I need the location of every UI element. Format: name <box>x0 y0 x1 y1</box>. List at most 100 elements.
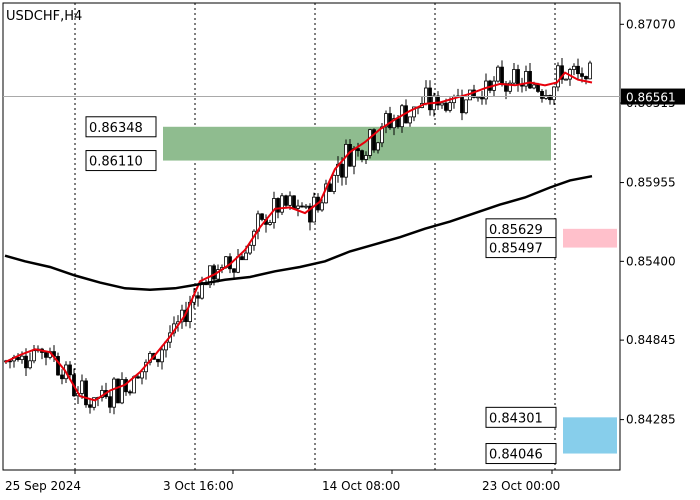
candle-body <box>444 102 448 111</box>
y-tick-label: 0.84845 <box>626 333 676 347</box>
candle-body <box>348 143 352 167</box>
candle-body <box>80 380 84 394</box>
candle-body <box>240 256 244 261</box>
candle-body <box>28 360 32 369</box>
candle-body <box>460 95 464 114</box>
candle-body <box>580 73 584 77</box>
candle-body <box>160 349 164 363</box>
candle-body <box>116 378 120 404</box>
zone-label-box <box>485 443 557 465</box>
candle-body <box>440 102 444 106</box>
candle-body <box>352 148 356 167</box>
x-tick-label: 14 Oct 08:00 <box>322 479 400 493</box>
candle-body <box>576 65 580 75</box>
candle-body <box>360 150 364 160</box>
x-tick-label: 23 Oct 00:00 <box>482 479 560 493</box>
candle-body <box>548 95 552 101</box>
candle-body <box>428 87 432 111</box>
y-tick-label: 0.85400 <box>626 254 676 268</box>
candle-body <box>516 69 520 86</box>
candle-body <box>508 82 512 92</box>
candle-body <box>128 391 132 394</box>
candle-body <box>196 295 200 299</box>
candle-body <box>480 96 484 100</box>
candle-body <box>288 195 292 206</box>
x-tick-label: 3 Oct 16:00 <box>163 479 234 493</box>
candle-body <box>372 129 376 151</box>
zone-labels: 0.86348 0.86110 0.85629 0.85497 0.84301 0.840… <box>85 116 557 465</box>
candle-body <box>560 65 564 80</box>
chart-title: USDCHF,H4 <box>6 9 82 24</box>
candle-body <box>108 396 112 408</box>
current-price-label: 0.86561 <box>626 91 676 105</box>
zone-upper-label: 0.86348 <box>89 121 143 136</box>
fast-moving-average-line <box>4 71 593 402</box>
zone-lower-label: 0.85497 <box>489 242 543 257</box>
candle-body <box>216 269 220 280</box>
candle-body <box>212 265 216 280</box>
candle-body <box>448 102 452 111</box>
candle-body <box>112 378 116 408</box>
candle-body <box>56 356 60 376</box>
candle-body <box>232 268 236 273</box>
candle-body <box>496 66 500 82</box>
candle-body <box>408 116 412 124</box>
candle-body <box>540 91 544 99</box>
candle-body <box>392 118 396 129</box>
candle-body <box>244 252 248 261</box>
candle-body <box>20 355 24 361</box>
candle-body <box>120 379 124 404</box>
current-price-box <box>621 88 685 105</box>
zone-label-box <box>85 116 157 138</box>
candle-body <box>84 380 88 406</box>
candle-body <box>248 244 252 254</box>
candle-body <box>44 352 48 358</box>
plot-border <box>2 2 621 471</box>
zone-lower-label: 0.84046 <box>489 448 543 463</box>
candle-body <box>464 99 468 114</box>
candle-body <box>280 195 284 213</box>
zone-lower-label: 0.86110 <box>89 155 143 170</box>
candle-body <box>284 195 288 206</box>
candle-body <box>60 374 64 380</box>
candle-body <box>236 256 240 273</box>
candle-body <box>356 148 360 152</box>
zone-resistance <box>563 228 617 248</box>
y-tick-label: 0.85955 <box>626 176 676 190</box>
candle-body <box>156 358 160 363</box>
candle-body <box>16 356 20 361</box>
candle-body <box>556 65 560 88</box>
candle-body <box>564 78 568 81</box>
candle-body <box>340 163 344 178</box>
candle-body <box>140 371 144 379</box>
candle-body <box>344 143 348 178</box>
candle-body <box>528 71 532 89</box>
candle-body <box>536 84 540 92</box>
candle-body <box>32 350 36 362</box>
candle-body <box>376 142 380 151</box>
candle-body <box>308 205 312 223</box>
candle-body <box>368 129 372 156</box>
zone-resistance-support <box>163 126 551 161</box>
candle-body <box>588 62 592 80</box>
candle-body <box>388 113 392 129</box>
candle-body <box>292 195 296 209</box>
candle-body <box>296 205 300 209</box>
zone-upper-label: 0.84301 <box>489 411 543 426</box>
candle-body <box>384 113 388 128</box>
y-tick-label: 0.84285 <box>626 413 676 427</box>
zone-label-box <box>85 150 157 172</box>
candle-body <box>572 65 576 70</box>
candle-body <box>552 86 556 101</box>
candle-body <box>424 87 428 104</box>
price-zones <box>163 126 617 454</box>
moving-averages <box>4 71 593 402</box>
candle-body <box>524 71 528 87</box>
candle-body <box>412 106 416 118</box>
candle-body <box>136 376 140 379</box>
candle-body <box>500 66 504 85</box>
zone-label-box <box>485 237 557 259</box>
candle-body <box>320 202 324 211</box>
